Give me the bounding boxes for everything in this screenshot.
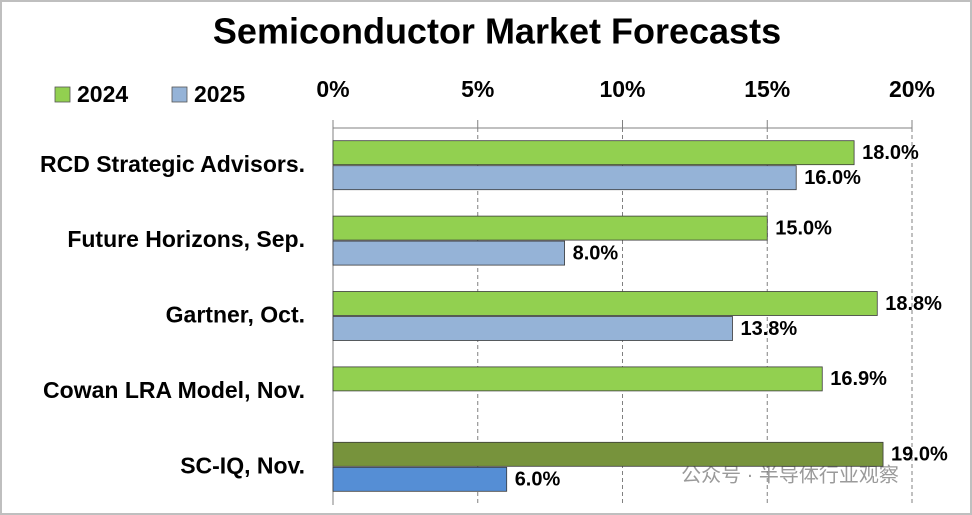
bar	[332, 441, 884, 467]
legend-label: 2025	[194, 81, 245, 107]
value-label: 16.0%	[804, 167, 861, 189]
value-label: 13.8%	[741, 318, 798, 340]
bar	[332, 240, 566, 266]
legend-label: 2024	[77, 81, 128, 107]
x-tick-label: 0%	[316, 76, 349, 102]
x-tick-label: 10%	[599, 76, 645, 102]
value-label: 8.0%	[573, 242, 619, 264]
legend-swatch	[54, 86, 71, 103]
value-label: 19.0%	[891, 444, 948, 466]
value-label: 6.0%	[515, 469, 561, 491]
y-tick-label: Future Horizons, Sep.	[67, 226, 305, 252]
x-tick-label: 5%	[461, 76, 494, 102]
watermark: 公众号 · 半导体行业观察	[681, 463, 899, 486]
bar	[332, 316, 733, 341]
value-label: 18.0%	[862, 142, 919, 164]
x-tick-label: 15%	[744, 76, 790, 102]
value-label: 16.9%	[830, 368, 887, 390]
y-tick-label: RCD Strategic Advisors.	[40, 151, 305, 177]
bar	[332, 291, 878, 316]
y-tick-label: Gartner, Oct.	[166, 302, 305, 328]
value-label: 15.0%	[775, 217, 832, 239]
bar	[332, 466, 508, 492]
y-tick-label: SC-IQ, Nov.	[180, 452, 305, 478]
bar	[332, 165, 797, 191]
y-tick-label: Cowan LRA Model, Nov.	[43, 377, 305, 403]
value-label: 18.8%	[885, 293, 942, 315]
bar	[332, 366, 823, 392]
legend-swatch	[171, 86, 188, 103]
chart-title: Semiconductor Market Forecasts	[213, 11, 781, 52]
bar	[332, 215, 768, 241]
bar	[332, 140, 855, 166]
x-tick-label: 20%	[889, 76, 935, 102]
